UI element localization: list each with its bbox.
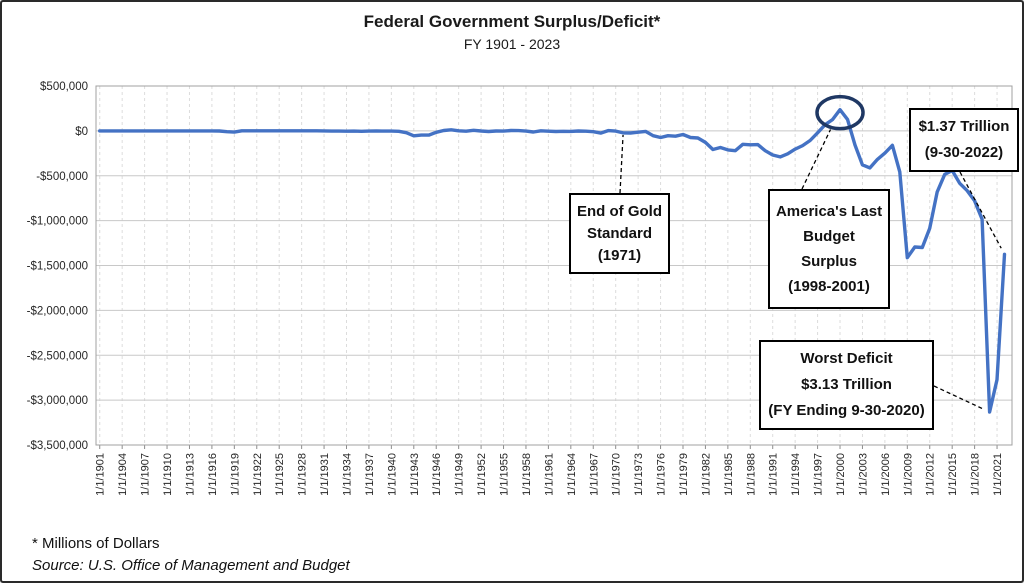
annotation-line: End of Gold: [577, 202, 662, 220]
svg-text:1/1/1976: 1/1/1976: [656, 453, 668, 496]
svg-text:1/1/2009: 1/1/2009: [902, 453, 914, 496]
svg-text:1/1/1973: 1/1/1973: [633, 453, 645, 496]
annotation-gold-standard: End of Gold Standard (1971): [569, 193, 670, 274]
svg-text:1/1/1910: 1/1/1910: [162, 453, 174, 496]
svg-text:1/1/1985: 1/1/1985: [723, 453, 735, 496]
surplus-highlight-ellipse: [815, 94, 865, 131]
svg-text:-$2,500,000: -$2,500,000: [27, 350, 88, 362]
svg-text:-$3,000,000: -$3,000,000: [27, 395, 88, 407]
annotation-last-surplus: America's Last Budget Surplus (1998-2001…: [768, 189, 890, 309]
x-tick-marks: [99, 445, 998, 449]
svg-text:1/1/1937: 1/1/1937: [364, 453, 376, 496]
units-footnote: * Millions of Dollars: [32, 535, 160, 552]
svg-text:$0: $0: [75, 126, 88, 138]
svg-text:1/1/1904: 1/1/1904: [117, 453, 129, 496]
plot-border: [95, 85, 1013, 446]
svg-text:-$1,000,000: -$1,000,000: [27, 216, 88, 228]
annotation-line: Surplus: [801, 253, 857, 270]
svg-text:1/1/1961: 1/1/1961: [543, 453, 555, 496]
svg-text:1/1/1943: 1/1/1943: [409, 453, 421, 496]
svg-text:1/1/1907: 1/1/1907: [140, 453, 152, 496]
svg-text:1/1/2012: 1/1/2012: [925, 453, 937, 496]
svg-text:1/1/1940: 1/1/1940: [386, 453, 398, 496]
annotation-line: (FY Ending 9-30-2020): [768, 402, 925, 419]
svg-text:1/1/2000: 1/1/2000: [835, 453, 847, 496]
annotation-line: $1.37 Trillion: [918, 118, 1010, 135]
svg-text:$500,000: $500,000: [40, 81, 88, 93]
annotation-line: Budget: [803, 228, 855, 245]
annotation-line: (9-30-2022): [924, 144, 1004, 161]
svg-text:1/1/1901: 1/1/1901: [95, 453, 107, 496]
annotation-line: America's Last: [775, 203, 883, 220]
svg-text:1/1/1955: 1/1/1955: [499, 453, 511, 496]
svg-text:1/1/1913: 1/1/1913: [184, 453, 196, 496]
surplus-deficit-line: [97, 107, 1007, 414]
svg-text:1/1/1994: 1/1/1994: [790, 453, 802, 496]
svg-text:1/1/1970: 1/1/1970: [611, 453, 623, 496]
svg-text:-$1,500,000: -$1,500,000: [27, 261, 88, 273]
annotation-trillion-2022: $1.37 Trillion (9-30-2022): [909, 108, 1019, 172]
svg-text:-$2,000,000: -$2,000,000: [27, 305, 88, 317]
source-credit: Source: U.S. Office of Management and Bu…: [32, 557, 350, 574]
svg-text:1/1/1988: 1/1/1988: [745, 453, 757, 496]
x-axis-labels: 1/1/1901 1/1/1904 1/1/1907 1/1/1910 1/1/1913…: [95, 453, 1004, 496]
svg-text:1/1/1916: 1/1/1916: [207, 453, 219, 496]
svg-text:1/1/2021: 1/1/2021: [992, 453, 1004, 496]
svg-text:1/1/1964: 1/1/1964: [566, 453, 578, 496]
chart-subtitle: FY 1901 - 2023: [463, 36, 561, 52]
svg-text:1/1/1934: 1/1/1934: [341, 453, 353, 496]
annotation-line: Worst Deficit: [800, 350, 893, 367]
svg-text:1/1/1958: 1/1/1958: [521, 453, 533, 496]
svg-text:1/1/1946: 1/1/1946: [431, 453, 443, 496]
svg-text:1/1/2003: 1/1/2003: [857, 453, 869, 496]
annotation-line: (1971): [597, 246, 642, 264]
chart-title: Federal Government Surplus/Deficit*: [363, 12, 661, 31]
svg-text:1/1/1925: 1/1/1925: [274, 453, 286, 496]
svg-text:1/1/1928: 1/1/1928: [297, 453, 309, 496]
svg-text:-$3,500,000: -$3,500,000: [27, 440, 88, 452]
svg-text:1/1/1931: 1/1/1931: [319, 453, 331, 496]
svg-text:1/1/2018: 1/1/2018: [970, 453, 982, 496]
svg-text:1/1/1922: 1/1/1922: [252, 453, 264, 496]
svg-text:1/1/1982: 1/1/1982: [700, 453, 712, 496]
annotation-line: Standard: [586, 224, 652, 242]
svg-text:1/1/2015: 1/1/2015: [947, 453, 959, 496]
svg-text:1/1/1919: 1/1/1919: [229, 453, 241, 496]
svg-text:-$500,000: -$500,000: [36, 171, 88, 183]
svg-text:1/1/2006: 1/1/2006: [880, 453, 892, 496]
annotation-line: (1998-2001): [788, 278, 870, 295]
annotation-leader-lines: [619, 129, 1002, 411]
y-axis-labels: $500,000 $0 -$500,000 -$1,000,000 -$1,500,00…: [27, 81, 88, 452]
svg-text:1/1/1952: 1/1/1952: [476, 453, 488, 496]
svg-text:1/1/1991: 1/1/1991: [768, 453, 780, 496]
svg-text:1/1/1967: 1/1/1967: [588, 453, 600, 496]
annotation-worst-deficit: Worst Deficit $3.13 Trillion (FY Ending …: [759, 340, 934, 430]
svg-text:1/1/1949: 1/1/1949: [454, 453, 466, 496]
svg-text:1/1/1997: 1/1/1997: [813, 453, 825, 496]
annotation-line: $3.13 Trillion: [801, 376, 892, 393]
svg-text:1/1/1979: 1/1/1979: [678, 453, 690, 496]
